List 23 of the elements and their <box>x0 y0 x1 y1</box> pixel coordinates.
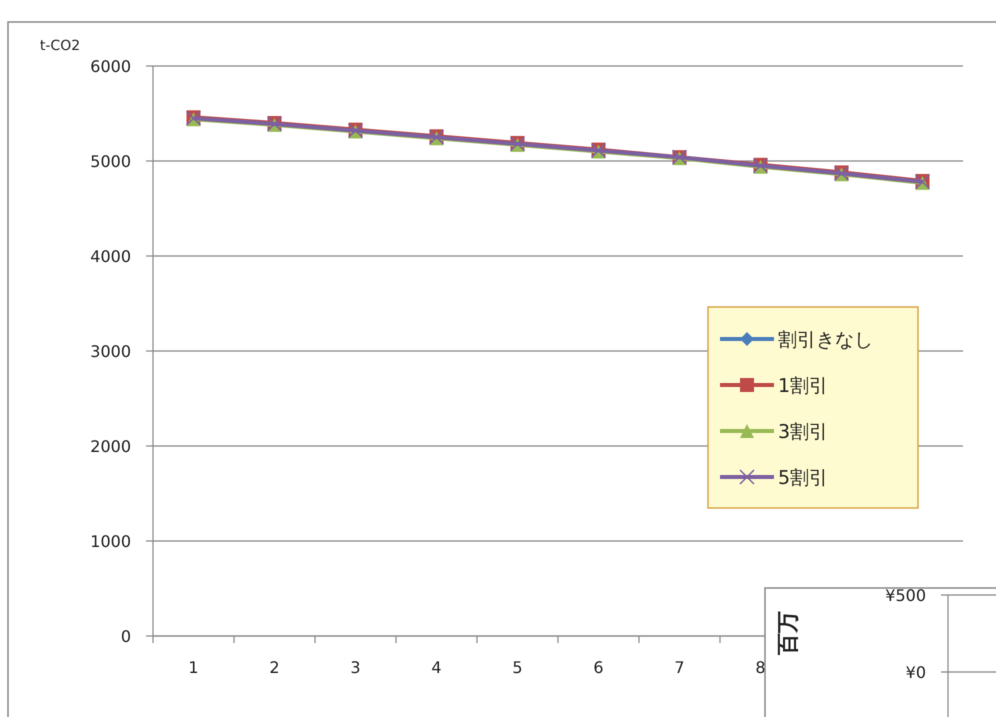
y-tick-label: 3000 <box>90 342 131 361</box>
x-tick-label: 5 <box>512 658 523 677</box>
legend-label: 割引きなし <box>778 329 873 351</box>
x-tick-label: 6 <box>593 658 604 677</box>
legend-label: 3割引 <box>778 421 828 443</box>
legend-label: 1割引 <box>778 375 828 397</box>
x-tick-label: 8 <box>755 658 766 677</box>
x-tick-label: 2 <box>269 658 280 677</box>
y-tick-label: 4000 <box>90 247 131 266</box>
text: 百万 <box>776 611 801 656</box>
y-tick-label: 6000 <box>90 57 131 76</box>
x-tick-label: 4 <box>431 658 442 677</box>
x-tick-label: 1 <box>188 658 199 677</box>
annotation: ¥500 <box>885 586 926 605</box>
y-axis-title: t-CO2 <box>40 38 80 54</box>
y-tick-label: 0 <box>120 627 131 646</box>
y-tick-label: 1000 <box>90 532 131 551</box>
x-tick-label: 3 <box>350 658 361 677</box>
y-tick-label: 5000 <box>90 152 131 171</box>
x-tick-label: 7 <box>674 658 685 677</box>
text: ¥0 <box>906 663 926 682</box>
y-tick-label: 2000 <box>90 437 131 456</box>
legend-label: 5割引 <box>778 467 828 489</box>
